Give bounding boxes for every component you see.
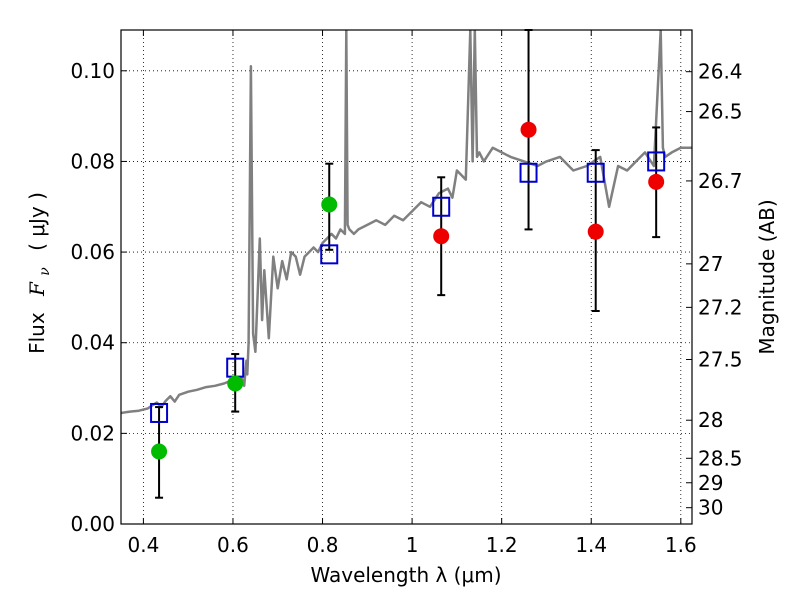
- y-tick-label: 0.04: [70, 331, 115, 355]
- y-axis-label-symbol: F: [25, 281, 49, 297]
- x-tick-label: 1.4: [575, 533, 607, 557]
- y-axis-label: Flux F ν ( μJy ): [25, 192, 54, 354]
- x-tick-label: 1: [406, 533, 419, 557]
- observed-point-green: [227, 375, 244, 392]
- y-tick-label: 0.06: [70, 240, 115, 264]
- x-tick-label: 0.6: [217, 533, 249, 557]
- x-tick-label: 1.6: [665, 533, 697, 557]
- spectrum-line: [121, 30, 692, 415]
- y-axis-label-unit: ( μJy ): [25, 192, 49, 251]
- y-axis-label-subscript: ν: [37, 267, 53, 276]
- model-photometry-square: [586, 162, 605, 183]
- observed-point-red: [648, 173, 665, 190]
- observed-point-red: [433, 228, 450, 245]
- observed-point-green: [151, 443, 168, 460]
- plot-frame: [120, 29, 693, 525]
- magnitude-tick-label: 26.4: [698, 60, 743, 84]
- x-tick-label: 1.2: [486, 533, 518, 557]
- model-photometry-square: [320, 244, 339, 265]
- y-tick-label: 0.00: [70, 512, 115, 536]
- observed-point-green: [321, 196, 338, 213]
- magnitude-tick-label: 29: [698, 471, 723, 495]
- observed-point-red: [587, 223, 604, 240]
- x-tick-label: 0.4: [127, 533, 159, 557]
- magnitude-tick-label: 28: [698, 408, 723, 432]
- y-tick-label: 0.02: [70, 421, 115, 445]
- x-axis-label: Wavelength λ (μm): [310, 563, 501, 587]
- magnitude-tick-label: 27.5: [698, 347, 743, 371]
- magnitude-tick-label: 27.2: [698, 295, 743, 319]
- x-tick-label: 0.8: [307, 533, 339, 557]
- y-axis-label-prefix: Flux: [25, 312, 49, 354]
- model-photometry-square: [150, 402, 169, 423]
- y2-axis-label: Magnitude (AB): [755, 199, 779, 354]
- ticks-layer: 0.4 0.6 0.8 1 1.2 1.4 1.6 0.00 0.02 0.04 0.06 0.08 0…: [70, 30, 743, 557]
- grid-lines: [121, 30, 692, 525]
- magnitude-tick-label: 30: [698, 496, 723, 520]
- model-photometry-square: [647, 151, 666, 172]
- y-tick-label: 0.10: [70, 59, 115, 83]
- spectrum-layer: [121, 30, 692, 415]
- magnitude-tick-label: 26.7: [698, 169, 743, 193]
- magnitude-tick-label: 26.5: [698, 100, 743, 124]
- magnitude-tick-label: 27: [698, 252, 723, 276]
- points-layer: [150, 29, 666, 499]
- magnitude-tick-label: 28.5: [698, 446, 743, 470]
- observed-point-red: [520, 121, 537, 138]
- model-photometry-square: [432, 196, 451, 217]
- model-photometry-square: [519, 162, 538, 183]
- y-tick-label: 0.08: [70, 149, 115, 173]
